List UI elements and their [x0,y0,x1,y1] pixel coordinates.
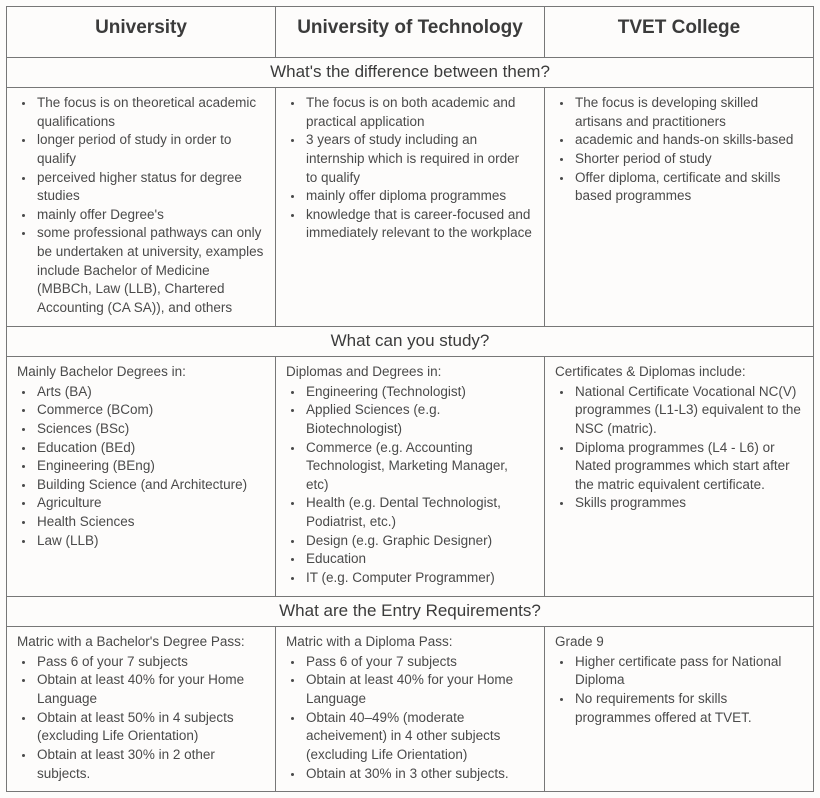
list-item: The focus is on theoretical academic qua… [35,94,265,131]
list-item: The focus is developing skilled artisans… [573,94,803,131]
content-cell: The focus is on theoretical academic qua… [7,88,276,327]
list-item: Sciences (BSc) [35,420,265,439]
list-item: Obtain at least 30% in 2 other subjects. [35,746,265,783]
section-content-row: The focus is on theoretical academic qua… [7,88,814,327]
bullet-list: Pass 6 of your 7 subjectsObtain at least… [17,653,265,783]
list-item: Obtain 40–49% (moderate acheivement) in … [304,709,534,765]
section-content-row: Mainly Bachelor Degrees in:Arts (BA)Comm… [7,356,814,596]
list-item: mainly offer diploma programmes [304,187,534,206]
content-cell: Matric with a Bachelor's Degree Pass: Pas… [7,626,276,792]
list-item: Health Sciences [35,513,265,532]
section-content-row: Matric with a Bachelor's Degree Pass: Pas… [7,626,814,792]
section-header-row: What's the difference between them? [7,58,814,88]
list-item: Commerce (e.g. Accounting Technologist, … [304,439,534,495]
list-item: Diploma programmes (L4 - L6) or Nated pr… [573,439,803,495]
list-item: Design (e.g. Graphic Designer) [304,532,534,551]
content-cell: Certificates & Diplomas include: National… [545,356,814,596]
list-item: No requirements for skills programmes of… [573,690,803,727]
list-item: Health (e.g. Dental Technologist, Podiat… [304,494,534,531]
col-header-university: University [7,7,276,58]
bullet-list: Higher certificate pass for National Dip… [555,653,803,728]
bullet-list: Engineering (Technologist)Applied Scienc… [286,383,534,588]
cell-intro: Matric with a Diploma Pass: [286,633,534,651]
list-item: Obtain at least 40% for your Home Langua… [35,671,265,708]
section-header-row: What are the Entry Requirements? [7,596,814,626]
content-cell: Mainly Bachelor Degrees in: Arts (BA)Comm… [7,356,276,596]
list-item: Offer diploma, certificate and skills ba… [573,169,803,206]
col-header-tvet: TVET College [545,7,814,58]
bullet-list: The focus is developing skilled artisans… [555,94,803,206]
list-item: some professional pathways can only be u… [35,224,265,317]
section-title: What's the difference between them? [7,58,814,88]
cell-intro: Matric with a Bachelor's Degree Pass: [17,633,265,651]
list-item: mainly offer Degree's [35,206,265,225]
comparison-table: University University of Technology TVET… [6,6,814,792]
cell-intro: Mainly Bachelor Degrees in: [17,363,265,381]
list-item: Pass 6 of your 7 subjects [35,653,265,672]
list-item: Shorter period of study [573,150,803,169]
cell-intro: Diplomas and Degrees in: [286,363,534,381]
list-item: Education [304,550,534,569]
section-header-row: What can you study? [7,326,814,356]
list-item: Engineering (BEng) [35,457,265,476]
list-item: Pass 6 of your 7 subjects [304,653,534,672]
list-item: Obtain at least 40% for your Home Langua… [304,671,534,708]
list-item: Commerce (BCom) [35,401,265,420]
list-item: IT (e.g. Computer Programmer) [304,569,534,588]
list-item: National Certificate Vocational NC(V) pr… [573,383,803,439]
list-item: Applied Sciences (e.g. Biotechnologist) [304,401,534,438]
col-header-uot: University of Technology [276,7,545,58]
list-item: perceived higher status for degree studi… [35,169,265,206]
bullet-list: The focus is on both academic and practi… [286,94,534,243]
list-item: knowledge that is career-focused and imm… [304,206,534,243]
bullet-list: The focus is on theoretical academic qua… [17,94,265,318]
list-item: Building Science (and Architecture) [35,476,265,495]
list-item: Engineering (Technologist) [304,383,534,402]
list-item: Obtain at least 50% in 4 subjects (exclu… [35,709,265,746]
list-item: Agriculture [35,494,265,513]
list-item: Skills programmes [573,494,803,513]
list-item: Arts (BA) [35,383,265,402]
bullet-list: National Certificate Vocational NC(V) pr… [555,383,803,513]
content-cell: Matric with a Diploma Pass: Pass 6 of you… [276,626,545,792]
list-item: Higher certificate pass for National Dip… [573,653,803,690]
cell-intro: Grade 9 [555,633,803,651]
section-title: What can you study? [7,326,814,356]
list-item: The focus is on both academic and practi… [304,94,534,131]
content-cell: The focus is developing skilled artisans… [545,88,814,327]
bullet-list: Arts (BA)Commerce (BCom)Sciences (BSc)Ed… [17,383,265,551]
content-cell: Diplomas and Degrees in: Engineering (Tec… [276,356,545,596]
bullet-list: Pass 6 of your 7 subjectsObtain at least… [286,653,534,783]
cell-intro: Certificates & Diplomas include: [555,363,803,381]
content-cell: The focus is on both academic and practi… [276,88,545,327]
list-item: Education (BEd) [35,439,265,458]
list-item: academic and hands-on skills-based [573,131,803,150]
content-cell: Grade 9 Higher certificate pass for Natio… [545,626,814,792]
header-row: University University of Technology TVET… [7,7,814,58]
list-item: Obtain at 30% in 3 other subjects. [304,765,534,784]
section-title: What are the Entry Requirements? [7,596,814,626]
list-item: Law (LLB) [35,532,265,551]
list-item: 3 years of study including an internship… [304,131,534,187]
list-item: longer period of study in order to quali… [35,131,265,168]
